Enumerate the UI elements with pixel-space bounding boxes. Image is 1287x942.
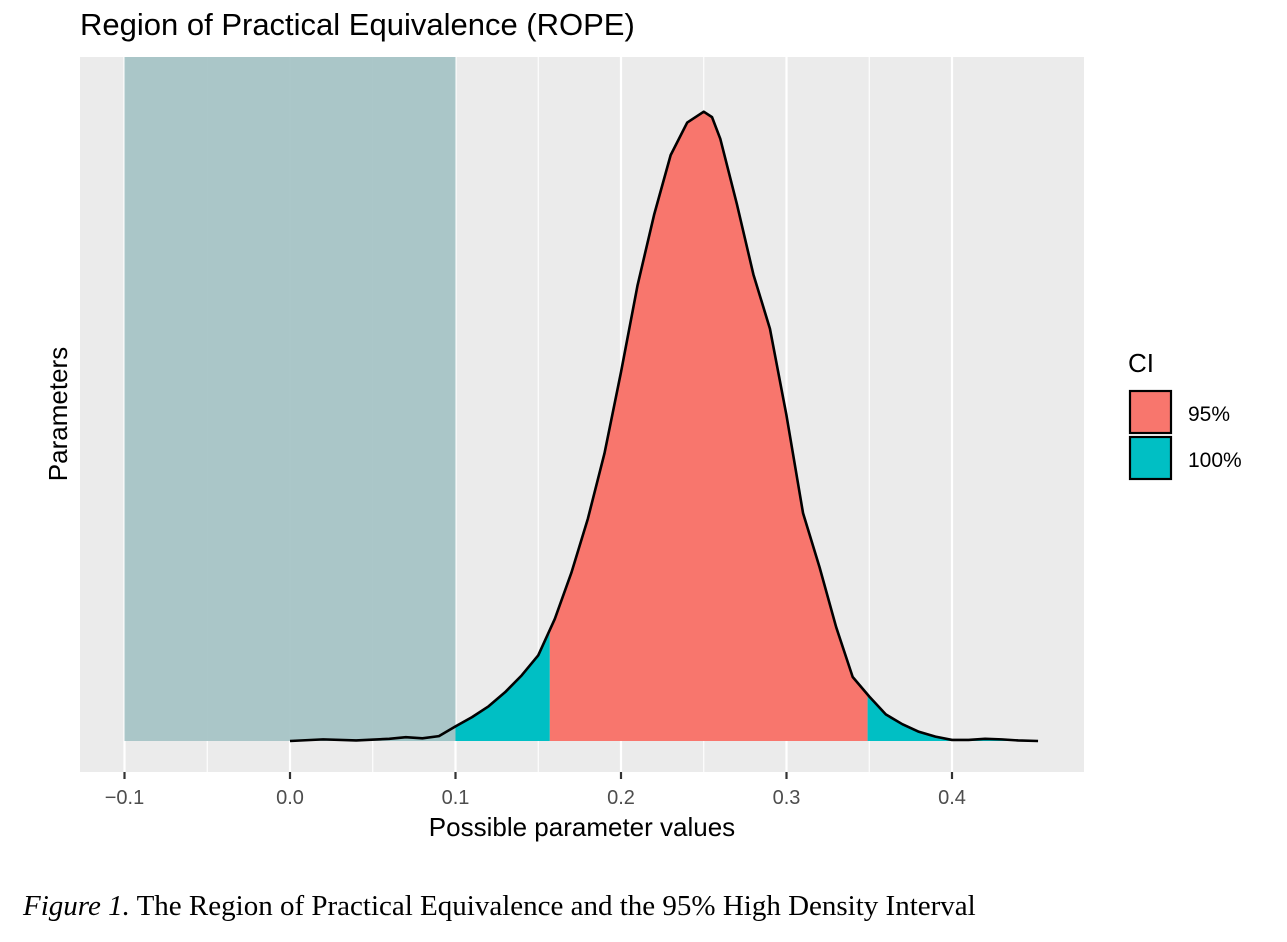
- x-tick-label: 0.4: [938, 787, 966, 809]
- y-axis-label: Parameters: [43, 347, 73, 481]
- figure-caption-text: The Region of Practical Equivalence and …: [136, 890, 976, 922]
- density-layer: [290, 111, 1039, 741]
- ci-100-region-right: [867, 694, 1039, 741]
- x-tick-label: 0.0: [276, 787, 304, 809]
- figure-caption: Figure 1. The Region of Practical Equiva…: [23, 890, 976, 923]
- chart-title: Region of Practical Equivalence (ROPE): [80, 7, 635, 42]
- x-tick-label: 0.1: [442, 787, 470, 809]
- figure-caption-label: Figure 1.: [23, 890, 130, 922]
- legend-label-95: 95%: [1188, 403, 1230, 426]
- legend-label-100: 100%: [1188, 449, 1242, 472]
- ci-95-region: [549, 111, 868, 741]
- rope-density-chart: Region of Practical Equivalence (ROPE) P…: [43, 7, 1242, 842]
- legend-title: CI: [1128, 348, 1154, 378]
- x-axis-label: Possible parameter values: [429, 812, 735, 842]
- x-tick-label: −0.1: [105, 787, 144, 809]
- ci-100-region-left: [290, 629, 550, 741]
- x-tick-label: 0.3: [773, 787, 801, 809]
- rope-band-layer: [124, 57, 456, 741]
- legend-key-95: [1128, 389, 1173, 435]
- density-curve: [289, 110, 1039, 743]
- x-tick-label: 0.2: [607, 787, 635, 809]
- x-axis: −0.1 0.0 0.1 0.2 0.3 0.4: [105, 772, 966, 809]
- legend: CI 95% 100%: [1128, 348, 1242, 481]
- legend-key-100: [1128, 435, 1173, 481]
- rope-band: [124, 57, 456, 741]
